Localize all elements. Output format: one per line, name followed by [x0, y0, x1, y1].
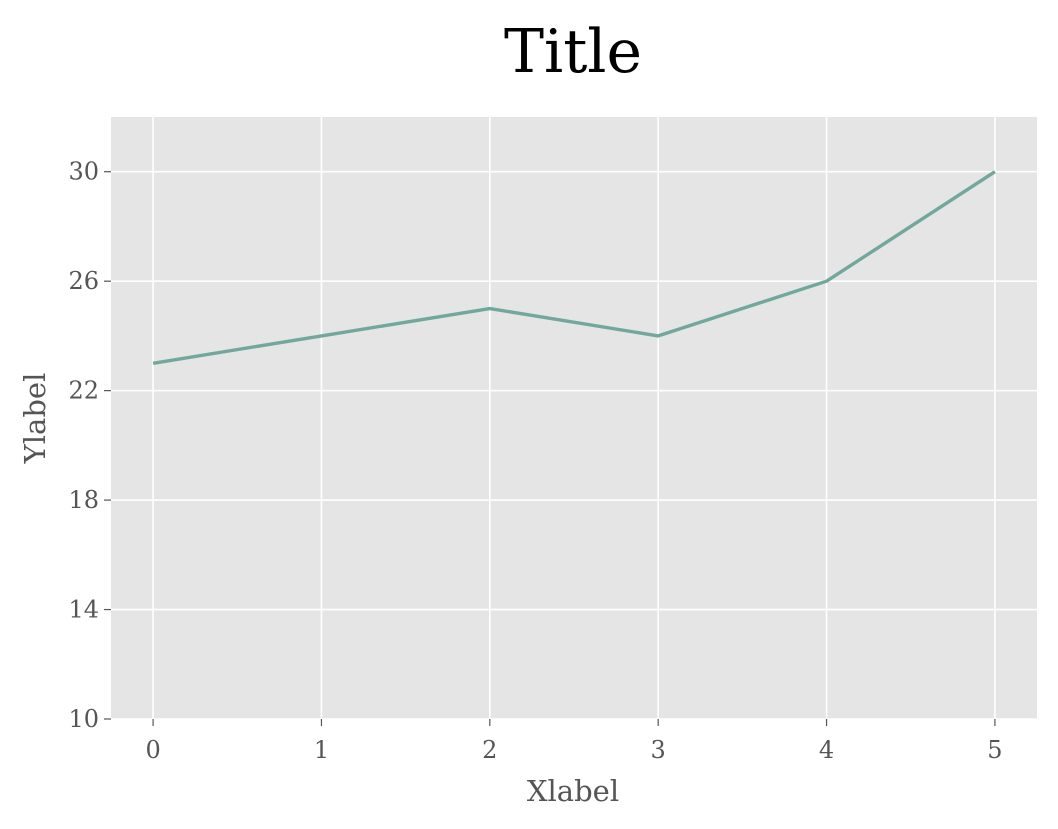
y-tick-label: 30 [68, 158, 99, 186]
chart-title: Title [504, 17, 642, 87]
x-axis-label: Xlabel [527, 774, 619, 808]
y-axis-label: Ylabel [18, 373, 52, 465]
x-tick-label: 4 [819, 736, 834, 764]
series-line [152, 170, 996, 365]
y-tick-label: 22 [68, 377, 99, 405]
x-tick-label: 5 [987, 736, 1002, 764]
series-group [152, 170, 996, 365]
tick-labels: 0 1 2 3 4 5 10 14 18 22 26 30 [68, 158, 1002, 764]
y-tick-label: 26 [68, 267, 99, 295]
x-tick-label: 3 [651, 736, 666, 764]
plot-background [111, 117, 1037, 719]
axis-ticks [104, 171, 996, 726]
x-tick-label: 1 [314, 736, 329, 764]
x-tick-label: 2 [482, 736, 497, 764]
grid [111, 117, 1037, 720]
y-tick-label: 18 [68, 486, 99, 514]
y-tick-label: 14 [68, 596, 99, 624]
y-tick-label: 10 [68, 705, 99, 733]
x-tick-label: 0 [145, 736, 160, 764]
